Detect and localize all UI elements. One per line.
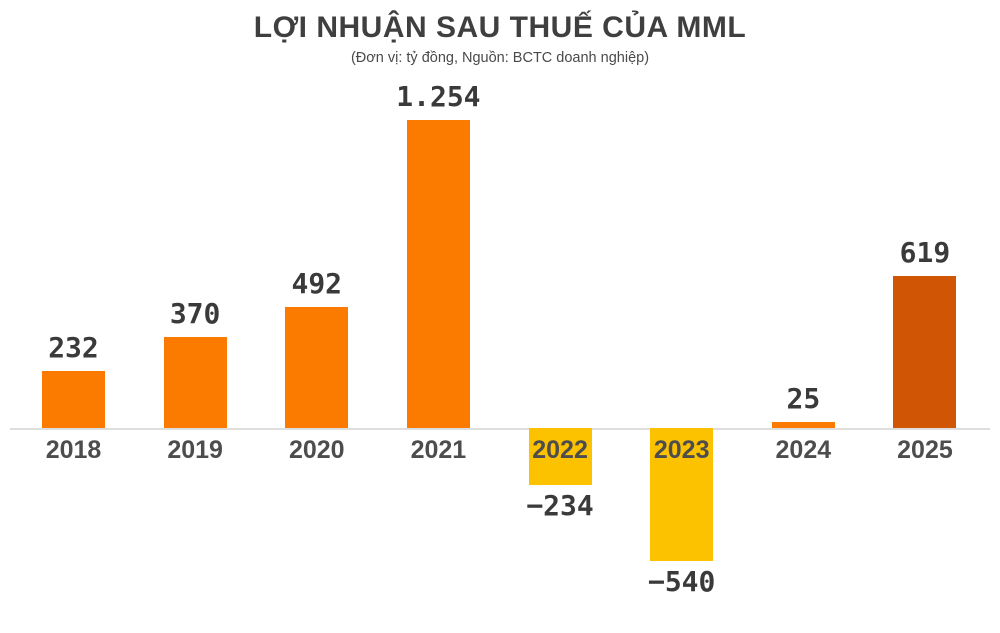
bar-2020: [285, 307, 348, 428]
year-label-2021: 2021: [410, 436, 467, 464]
bar-2019: [164, 337, 227, 428]
year-label-2023: 2023: [653, 436, 710, 464]
value-label-2021: 1.254: [396, 80, 481, 113]
year-label-2019: 2019: [167, 436, 223, 464]
chart-title: LỢI NHUẬN SAU THUẾ CỦA MML: [253, 11, 747, 44]
value-label-2020: 492: [291, 267, 343, 300]
x-axis-line: [10, 428, 990, 430]
year-label-2022: 2022: [532, 436, 588, 464]
value-label-2023: −540: [647, 565, 716, 598]
bar-2023: [650, 428, 713, 561]
value-label-2025: 619: [899, 236, 951, 269]
year-label-2024: 2024: [775, 436, 832, 464]
chart-header: LỢI NHUẬN SAU THUẾ CỦA MML (Đơn vị: tỷ đ…: [0, 10, 1000, 68]
year-label-2020: 2020: [288, 436, 345, 464]
bar-2021: [407, 120, 470, 428]
bar-2018: [42, 371, 105, 428]
year-label-2018: 2018: [45, 436, 102, 464]
bar-2024: [772, 422, 835, 428]
value-label-2024: 25: [786, 382, 821, 415]
value-label-2019: 370: [169, 297, 221, 330]
year-label-2025: 2025: [897, 436, 953, 464]
bar-2025: [893, 276, 956, 428]
value-label-2018: 232: [48, 331, 99, 364]
value-label-2022: −234: [526, 489, 594, 522]
chart-subtitle: (Đơn vị: tỷ đồng, Nguồn: BCTC doanh nghi…: [350, 50, 650, 66]
bar-2022: [529, 428, 592, 485]
